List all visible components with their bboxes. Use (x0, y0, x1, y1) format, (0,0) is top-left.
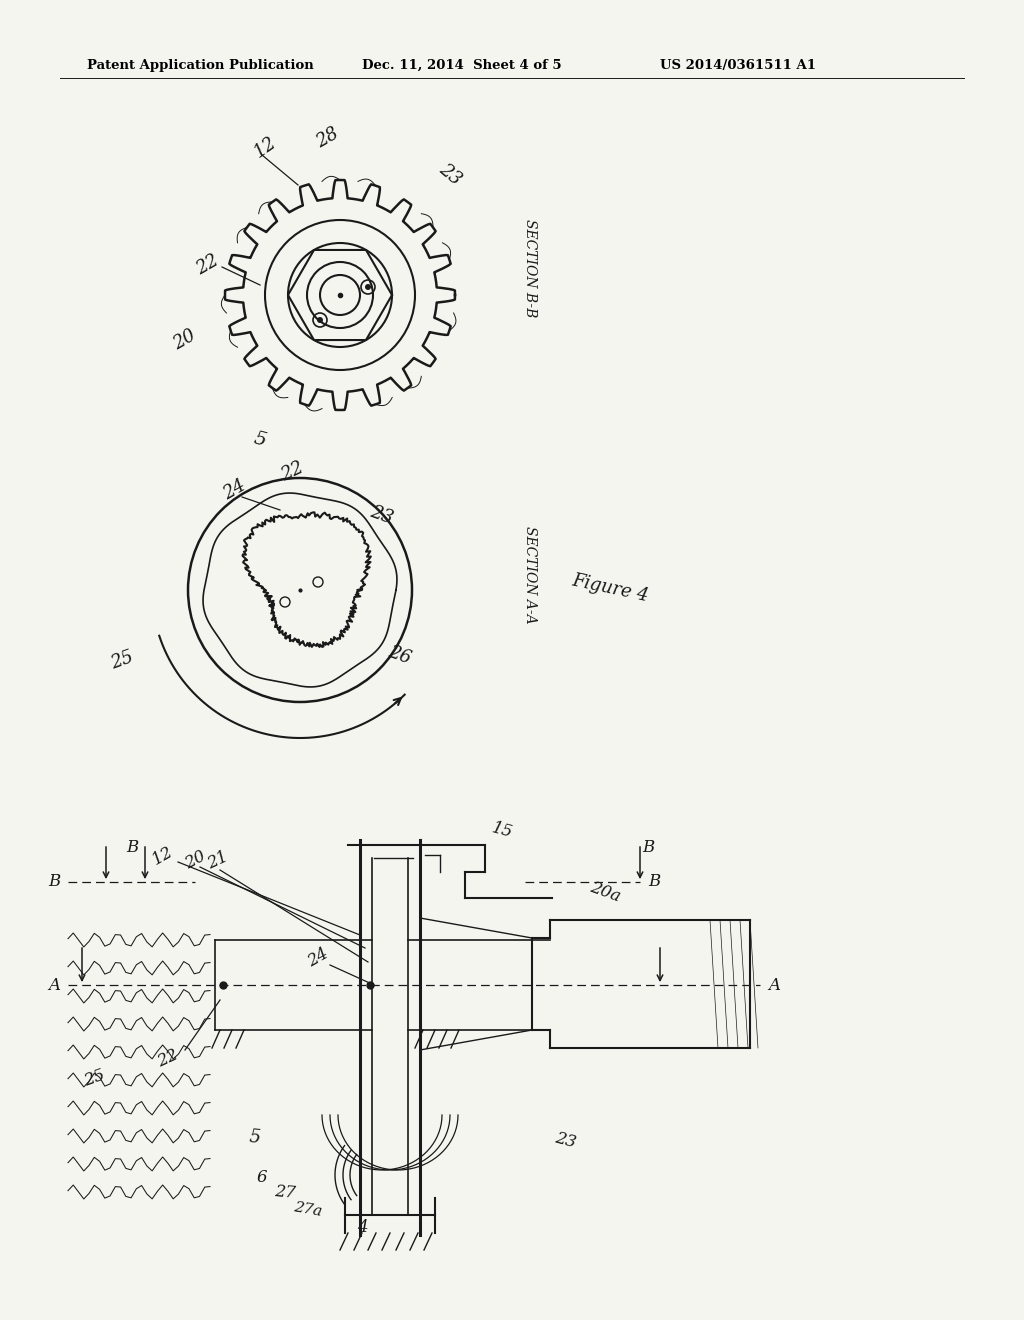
Text: 20: 20 (181, 847, 208, 873)
Text: A: A (48, 977, 60, 994)
Text: SECTION A-A: SECTION A-A (523, 527, 537, 624)
Text: 24: 24 (220, 477, 250, 503)
Text: 24: 24 (304, 945, 332, 970)
Text: 27: 27 (273, 1183, 296, 1201)
Text: Dec. 11, 2014  Sheet 4 of 5: Dec. 11, 2014 Sheet 4 of 5 (362, 58, 561, 71)
Text: A: A (768, 977, 780, 994)
Text: 22: 22 (155, 1045, 181, 1071)
Text: 20: 20 (171, 326, 200, 354)
Text: 21: 21 (205, 847, 231, 873)
Text: 23: 23 (368, 503, 396, 528)
Text: 12: 12 (251, 133, 280, 161)
Text: 22: 22 (194, 251, 222, 279)
Text: B: B (642, 840, 654, 857)
Text: 12: 12 (150, 843, 176, 869)
Text: 26: 26 (386, 643, 414, 668)
Text: B: B (648, 874, 660, 891)
Text: Figure 4: Figure 4 (570, 572, 650, 605)
Circle shape (317, 317, 323, 323)
Text: 28: 28 (313, 124, 342, 152)
Text: 23: 23 (435, 161, 465, 189)
Text: 4: 4 (356, 1220, 368, 1237)
Text: 6: 6 (257, 1170, 267, 1187)
Text: Patent Application Publication: Patent Application Publication (87, 58, 313, 71)
Text: 27a: 27a (293, 1201, 324, 1220)
Text: 20a: 20a (588, 879, 623, 906)
Text: SECTION B-B: SECTION B-B (523, 219, 537, 317)
Text: 25: 25 (82, 1067, 108, 1089)
Text: 23: 23 (553, 1129, 578, 1151)
Text: 15: 15 (489, 818, 514, 841)
Text: 25: 25 (109, 648, 136, 672)
Text: 5: 5 (249, 1129, 261, 1147)
Text: 5: 5 (252, 430, 268, 450)
Text: B: B (126, 838, 138, 855)
Text: US 2014/0361511 A1: US 2014/0361511 A1 (660, 58, 816, 71)
Text: 22: 22 (278, 459, 306, 484)
Circle shape (365, 284, 371, 290)
Text: B: B (48, 874, 60, 891)
